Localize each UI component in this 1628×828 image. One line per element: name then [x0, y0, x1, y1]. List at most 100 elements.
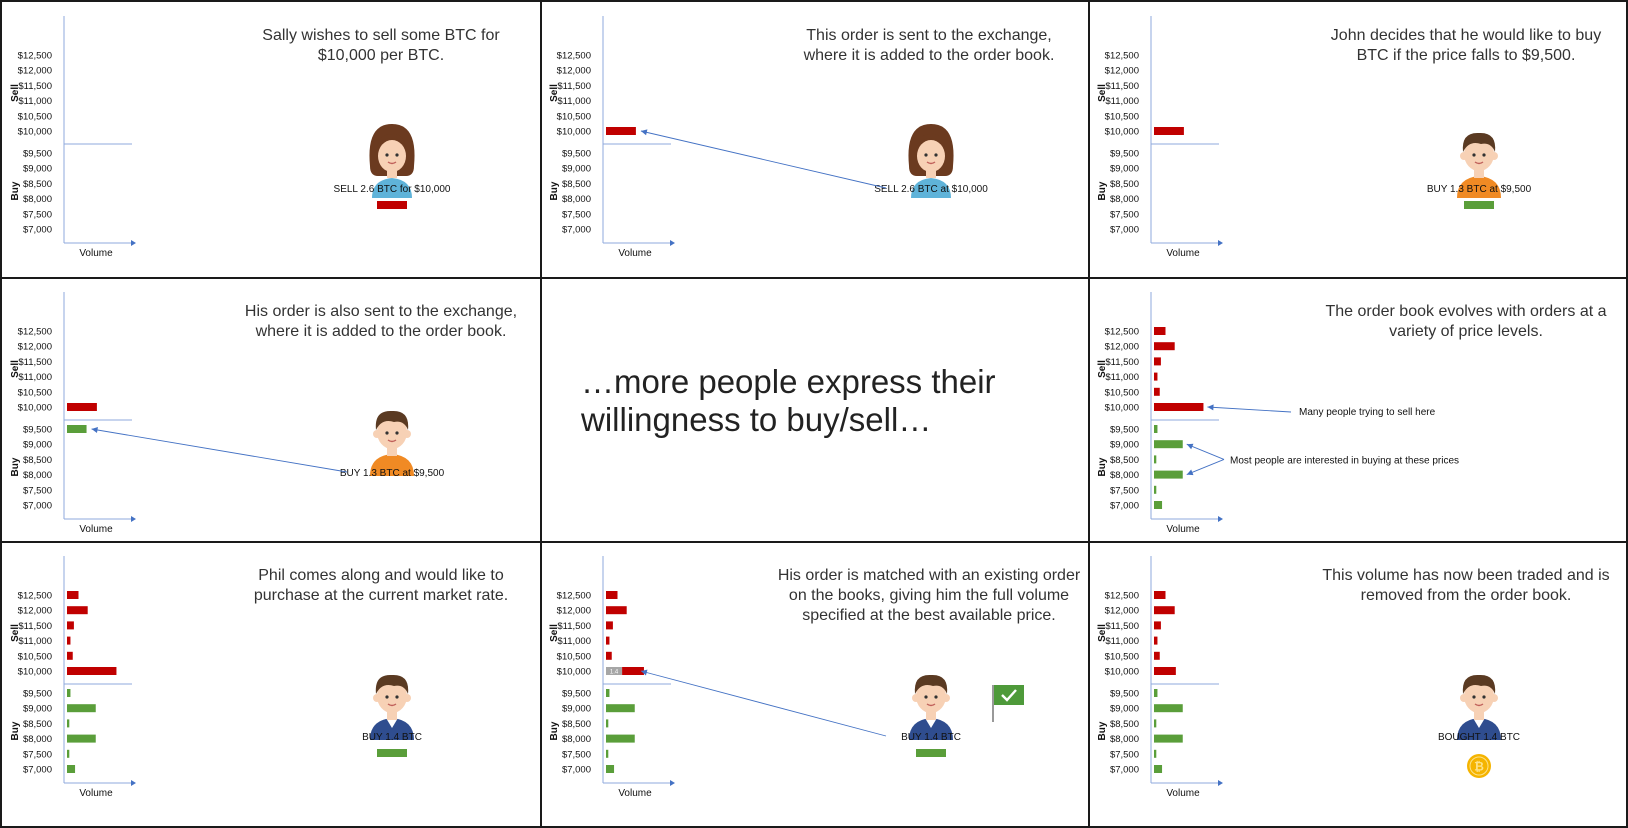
price-tick-label: $9,500: [562, 149, 591, 160]
panel-caption-line: The order book evolves with orders at a: [1325, 303, 1606, 320]
price-tick-label: $9,500: [1110, 149, 1139, 160]
price-tick-label: $10,000: [1105, 403, 1139, 414]
price-tick-label: $9,000: [23, 440, 52, 451]
price-tick-label: $9,500: [1110, 689, 1139, 700]
order-routing-arrow: [640, 130, 887, 189]
price-tick-label: $12,500: [1105, 591, 1139, 602]
panel-7: Phil comes along and would like to purcha…: [10, 556, 508, 799]
sell-side-label: Sell: [1097, 360, 1108, 378]
phil-avatar-icon: [370, 674, 414, 740]
x-axis-arrowhead: [131, 780, 136, 786]
order-label: BOUGHT 1.4 BTC: [1438, 732, 1520, 743]
price-tick-label: $12,500: [18, 591, 52, 602]
price-tick-label: $9,000: [1110, 164, 1139, 175]
buy-order-bar: [606, 704, 635, 713]
x-axis-arrowhead: [131, 240, 136, 246]
price-tick-label: $11,500: [18, 81, 52, 92]
sell-order-bar: [1154, 667, 1176, 675]
price-tick-label: $9,000: [1110, 440, 1139, 451]
price-tick-label: $10,000: [18, 403, 52, 414]
sell-order-bar: [67, 667, 117, 675]
order-ticket-bar: [377, 749, 407, 757]
price-tick-label: $7,000: [562, 765, 591, 776]
john-avatar-icon: [370, 410, 414, 476]
volume-axis-label: Volume: [79, 248, 113, 259]
panel-statement-line: willingness to buy/sell…: [580, 401, 931, 438]
order-routing-arrow-head: [640, 669, 648, 676]
price-tick-label: $10,000: [557, 127, 591, 138]
panel-4: His order is also sent to the exchange, w…: [10, 292, 517, 535]
sell-order-bar: [1154, 606, 1175, 615]
price-tick-label: $12,000: [557, 66, 591, 77]
order-label: BUY 1.4 BTC: [901, 732, 961, 743]
price-tick-label: $12,000: [18, 66, 52, 77]
price-tick-label: $10,500: [557, 111, 591, 122]
x-axis-arrowhead: [670, 780, 675, 786]
buy-order-bar: [1154, 470, 1183, 479]
buy-order-bar: [606, 719, 609, 728]
order-label: BUY 1.3 BTC at $9,500: [340, 468, 445, 479]
sell-side-label: Sell: [1097, 84, 1108, 102]
order-book-axes: $12,500 $12,000 $11,500 $11,000 $10,500 $10,0…: [10, 292, 136, 535]
panel-caption-line: Sally wishes to sell some BTC for: [262, 27, 500, 44]
sell-order-bar: [606, 606, 627, 615]
price-tick-label: $10,500: [18, 651, 52, 662]
sell-order-bar: [606, 127, 636, 135]
sell-order-bar: [622, 667, 644, 675]
check-flag-icon: [992, 685, 1024, 722]
price-tick-label: $8,500: [562, 719, 591, 730]
buy-side-label: Buy: [1097, 181, 1108, 200]
price-tick-label: $8,500: [1110, 455, 1139, 466]
john-avatar-icon: [1457, 132, 1501, 198]
sell-order-bar: [1154, 357, 1161, 366]
matched-volume-label: 1.4: [610, 670, 619, 676]
sell-side-label: Sell: [1097, 624, 1108, 642]
order-routing-arrow-head: [640, 129, 648, 136]
price-tick-label: $9,000: [1110, 704, 1139, 715]
price-tick-label: $11,500: [1105, 357, 1139, 368]
panel-caption-line: removed from the order book.: [1361, 587, 1572, 604]
buy-order-bar: [1154, 749, 1157, 758]
order-label: SELL 2.6 BTC at $10,000: [874, 184, 988, 195]
panel-caption-line: His order is matched with an existing or…: [778, 567, 1081, 584]
price-tick-label: $11,000: [18, 372, 52, 383]
price-tick-label: $11,500: [1105, 621, 1139, 632]
price-tick-label: $8,000: [562, 194, 591, 205]
matched-volume-bar: [606, 667, 623, 675]
order-ticket-bar: [916, 749, 946, 757]
price-tick-label: $12,500: [18, 51, 52, 62]
price-tick-label: $8,000: [1110, 194, 1139, 205]
price-tick-label: $11,500: [557, 621, 591, 632]
volume-axis-label: Volume: [79, 788, 113, 799]
price-tick-label: $9,500: [23, 689, 52, 700]
panel-6: The order book evolves with orders at a v…: [1097, 292, 1607, 535]
price-tick-label: $11,000: [18, 636, 52, 647]
sell-order-bar: [1154, 372, 1158, 381]
panel-caption-line: This volume has now been traded and is: [1322, 567, 1609, 584]
price-tick-label: $8,500: [23, 719, 52, 730]
price-tick-label: $12,000: [18, 342, 52, 353]
price-tick-label: $8,000: [1110, 470, 1139, 481]
price-tick-label: $10,500: [1105, 111, 1139, 122]
price-tick-label: $11,500: [557, 81, 591, 92]
order-book-axes: $12,500 $12,000 $11,500 $11,000 $10,500 $10,0…: [1097, 556, 1223, 799]
order-ticket-bar: [1464, 201, 1494, 209]
order-label: SELL 2.6 BTC for $10,000: [334, 184, 451, 195]
price-tick-label: $12,000: [557, 606, 591, 617]
order-routing-arrow: [640, 670, 887, 737]
volume-axis-label: Volume: [79, 524, 113, 535]
price-tick-label: $8,500: [1110, 719, 1139, 730]
sell-side-label: Sell: [549, 624, 560, 642]
price-tick-label: $11,500: [18, 357, 52, 368]
panel-caption-line: John decides that he would like to buy: [1331, 27, 1601, 44]
price-tick-label: $11,000: [18, 96, 52, 107]
price-tick-label: $8,500: [1110, 179, 1139, 190]
sell-order-bar: [606, 591, 618, 599]
volume-axis-label: Volume: [1166, 248, 1200, 259]
buy-order-bar: [606, 749, 609, 758]
phil-avatar-icon: [1457, 674, 1501, 740]
price-tick-label: $7,000: [23, 765, 52, 776]
sell-order-bar: [67, 651, 73, 660]
price-tick-label: $7,500: [23, 485, 52, 496]
order-label: BUY 1.4 BTC: [362, 732, 422, 743]
